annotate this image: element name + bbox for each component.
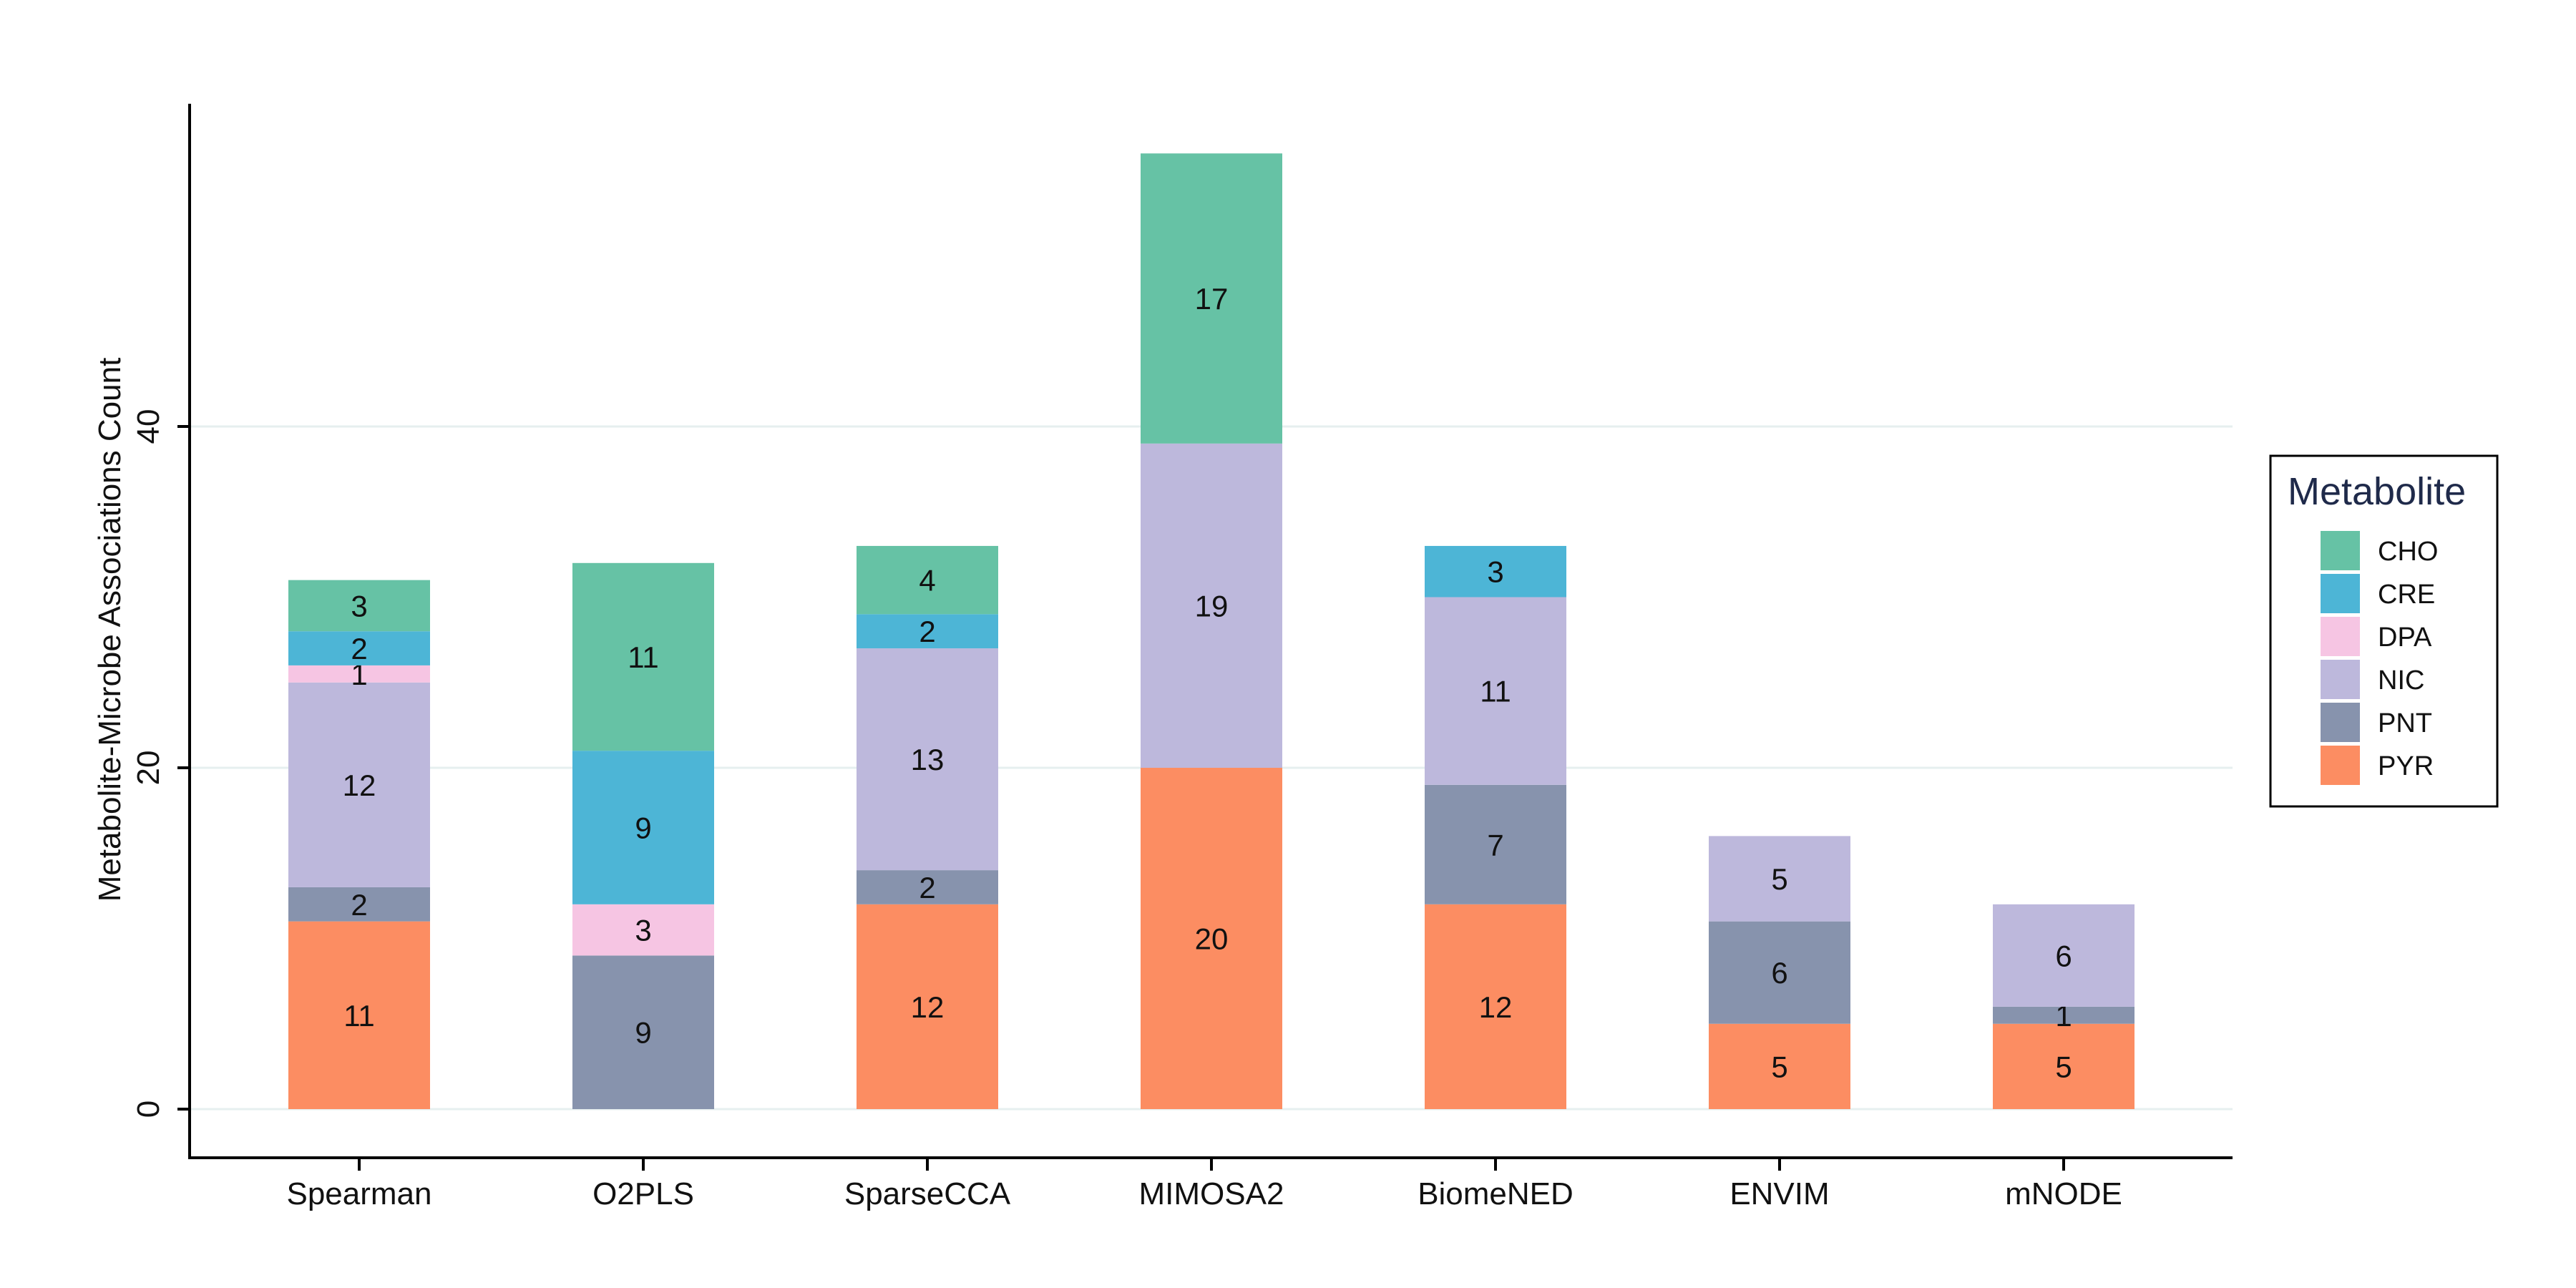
legend-box bbox=[2269, 454, 2499, 808]
bar-value-label: 5 bbox=[2055, 1050, 2072, 1083]
legend-swatch-pnt bbox=[2321, 703, 2360, 742]
bar-segment-dpa bbox=[572, 904, 714, 956]
bar-segment-pyr bbox=[1993, 1023, 2135, 1109]
bar-segment-dpa bbox=[288, 665, 430, 683]
bar-value-label: 11 bbox=[1480, 675, 1511, 708]
bar-value-label: 7 bbox=[1487, 828, 1503, 862]
bar-value-label: 3 bbox=[1487, 555, 1503, 589]
ticks: 0 20 40 Spearman O2PLS SparseCCA MIMOSA2 BiomeN… bbox=[131, 409, 2122, 1211]
x-tick-label: MIMOSA2 bbox=[1139, 1176, 1284, 1211]
legend-swatch-nic bbox=[2321, 660, 2360, 699]
bar-value-label: 12 bbox=[343, 769, 376, 802]
legend-label-cre: CRE bbox=[2378, 580, 2435, 610]
bar-segment-cre bbox=[288, 631, 430, 665]
legend-swatch-cre bbox=[2321, 574, 2360, 613]
bar-segment-nic bbox=[1709, 836, 1850, 922]
x-tick-label: Spearman bbox=[286, 1176, 431, 1211]
bar-value-label: 1 bbox=[351, 658, 367, 691]
bar-value-label: 2 bbox=[919, 871, 935, 904]
y-axis-title: Metabolite-Microbe Associations Count bbox=[92, 358, 127, 902]
bar-segment-cho bbox=[1141, 153, 1282, 444]
x-tick-label: SparseCCA bbox=[844, 1176, 1011, 1211]
bar-value-label: 1 bbox=[2055, 999, 2072, 1033]
bar-segment-nic bbox=[1141, 443, 1282, 768]
bar-value-label: 20 bbox=[1195, 922, 1229, 956]
bar-segment-cho bbox=[288, 580, 430, 632]
bar-segment-pnt bbox=[857, 870, 998, 904]
legend-items: CHO CRE DPA NIC PNT PYR bbox=[2321, 531, 2438, 785]
bar-value-label: 19 bbox=[1195, 589, 1229, 623]
legend-label-nic: NIC bbox=[2378, 665, 2424, 696]
bar-value-label: 11 bbox=[343, 999, 375, 1033]
bar-segment-cre bbox=[1425, 545, 1566, 597]
bar-segment-pnt bbox=[288, 887, 430, 922]
x-tick-label: O2PLS bbox=[592, 1176, 694, 1211]
bar-value-label: 17 bbox=[1195, 282, 1229, 316]
legend-label-pnt: PNT bbox=[2378, 708, 2432, 738]
x-tick-label: ENVIM bbox=[1729, 1176, 1829, 1211]
bar-value-label: 3 bbox=[635, 914, 651, 947]
bar-segment-cho bbox=[572, 562, 714, 751]
bar-segment-pnt bbox=[1709, 921, 1850, 1024]
bar-segment-nic bbox=[288, 682, 430, 887]
y-tick-label: 20 bbox=[131, 751, 166, 786]
bar-segment-pnt bbox=[1993, 1006, 2135, 1024]
bar-value-label: 5 bbox=[1771, 1050, 1787, 1083]
bar-segment-nic bbox=[857, 648, 998, 871]
x-tick-label: mNODE bbox=[2005, 1176, 2122, 1211]
bar-value-label: 6 bbox=[1771, 956, 1787, 990]
legend-label-pyr: PYR bbox=[2378, 751, 2434, 781]
y-tick-label: 0 bbox=[131, 1101, 166, 1118]
y-tick-label: 40 bbox=[131, 409, 166, 444]
bar-segment-nic bbox=[1993, 904, 2135, 1007]
bar-value-label: 5 bbox=[1771, 862, 1787, 896]
bar-value-label: 12 bbox=[911, 990, 945, 1024]
bar-value-label: 4 bbox=[919, 564, 935, 597]
legend-swatch-dpa bbox=[2321, 617, 2360, 656]
legend-label-dpa: DPA bbox=[2378, 623, 2432, 653]
bar-segment-pyr bbox=[1425, 904, 1566, 1109]
bar-segment-cre bbox=[572, 751, 714, 904]
bar-segment-pyr bbox=[1141, 768, 1282, 1109]
x-tick-label: BiomeNED bbox=[1418, 1176, 1574, 1211]
bar-segment-pyr bbox=[288, 921, 430, 1109]
bar-segment-pnt bbox=[1425, 784, 1566, 904]
bar-value-label: 12 bbox=[1479, 990, 1513, 1024]
bar-value-label: 9 bbox=[635, 1016, 651, 1050]
bar-value-label: 6 bbox=[2055, 939, 2072, 972]
legend-swatch-cho bbox=[2321, 531, 2360, 570]
legend-label-cho: CHO bbox=[2378, 537, 2438, 567]
bar-segment-pyr bbox=[1709, 1023, 1850, 1109]
bar-segment-pyr bbox=[857, 904, 998, 1109]
legend: Metabolite CHO CRE DPA NIC PNT PYR bbox=[2269, 454, 2499, 808]
bar-value-label: 13 bbox=[911, 743, 945, 776]
bar-value-label: 2 bbox=[351, 888, 367, 922]
bar-segment-nic bbox=[1425, 597, 1566, 785]
bar-segment-pnt bbox=[572, 955, 714, 1109]
bar-value-label: 9 bbox=[635, 811, 651, 844]
legend-title: Metabolite bbox=[2288, 470, 2466, 513]
legend-swatch-pyr bbox=[2321, 746, 2360, 785]
bar-segment-cre bbox=[857, 614, 998, 649]
bar-value-label: 11 bbox=[628, 640, 659, 674]
bar-value-label: 3 bbox=[351, 589, 367, 623]
bar-value-label: 2 bbox=[351, 632, 367, 665]
bar-value-label: 2 bbox=[919, 615, 935, 648]
bar-segment-cho bbox=[857, 545, 998, 615]
